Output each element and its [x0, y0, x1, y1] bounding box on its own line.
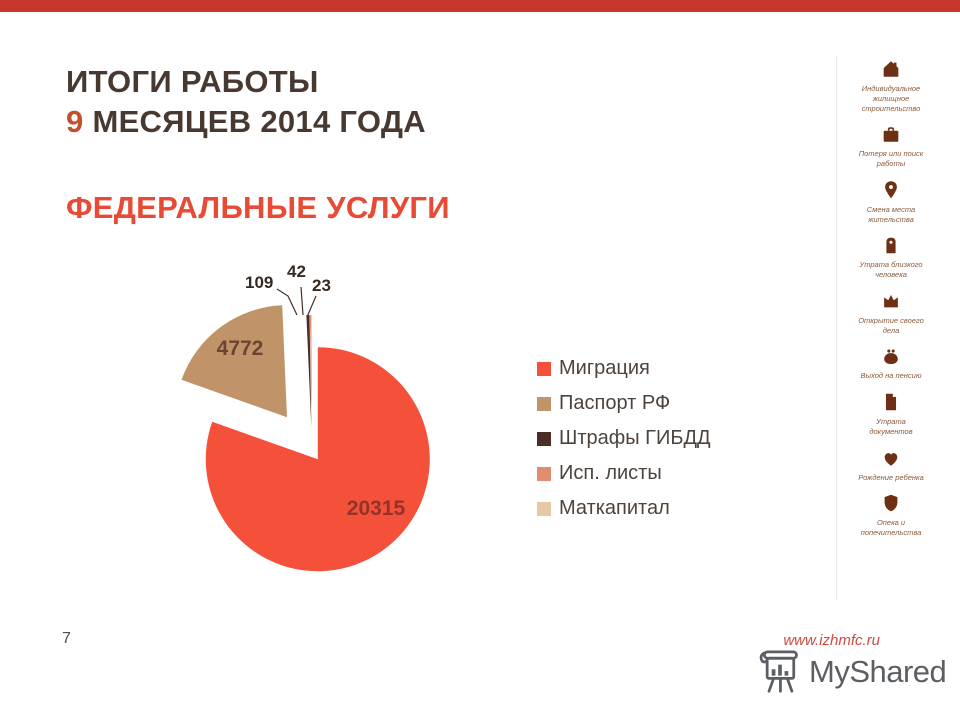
crown-icon [880, 290, 902, 312]
title-line2-text: МЕСЯЦЕВ 2014 ГОДА [83, 104, 426, 139]
slide-title-line2: 9 МЕСЯЦЕВ 2014 ГОДА [66, 102, 426, 142]
pie-slice-matkapital [311, 314, 312, 427]
pie-label-gibdd-fines: 109 [245, 273, 274, 292]
legend-item-gibdd-fines: Штрафы ГИБДД [537, 421, 711, 456]
pie-leader-line [300, 286, 304, 316]
legend-item-writs: Исп. листы [537, 456, 711, 491]
myshared-logo-text: MyShared [809, 654, 947, 689]
legend-label: Миграция [559, 357, 650, 379]
myshared-watermark: MyShared [758, 648, 947, 696]
sidebar-item-label: Рождение ребенка [858, 472, 924, 482]
legend-label: Маткапитал [559, 497, 670, 519]
sidebar-item: Рождение ребенка [854, 447, 928, 483]
sidebar-item: Потеря или поиск работы [854, 123, 928, 169]
sidebar-item: Выход на пенсию [854, 345, 928, 381]
sidebar-item-label: Опека и попечительства [860, 518, 922, 537]
legend-label: Исп. листы [559, 462, 662, 484]
pie-label-writs: 42 [287, 262, 306, 281]
sidebar-item-label: Индивидуальное жилищное строительство [861, 84, 921, 113]
document-icon [880, 391, 902, 413]
pie-slice-migration [205, 347, 430, 572]
legend-item-migration: Миграция [537, 351, 711, 386]
pie-leader-line [306, 295, 317, 318]
slide-title-line1: ИТОГИ РАБОТЫ [66, 64, 319, 99]
sidebar-item: Индивидуальное жилищное строительство [854, 58, 928, 113]
map-pin-icon [880, 179, 902, 201]
legend-label: Паспорт РФ [559, 392, 671, 414]
section-title: ФЕДЕРАЛЬНЫЕ УСЛУГИ [66, 190, 450, 225]
sidebar-item-label: Утрата близкого человека [859, 260, 923, 279]
top-accent-bar [0, 0, 960, 12]
heart-icon [880, 447, 902, 469]
title-block: ИТОГИ РАБОТЫ 9 МЕСЯЦЕВ 2014 ГОДА [66, 62, 426, 142]
legend-swatch [537, 396, 551, 411]
sidebar-item-label: Утрата документов [869, 417, 913, 436]
life-situations-sidebar: Индивидуальное жилищное строительство Пот… [830, 58, 952, 548]
briefcase-icon [880, 123, 902, 145]
sidebar-divider [836, 56, 837, 600]
shield-icon [880, 492, 902, 514]
sidebar-item: Открытие своего дела [854, 290, 928, 336]
sidebar-item: Утрата документов [854, 391, 928, 437]
memorial-icon [880, 234, 902, 256]
legend-swatch [537, 466, 551, 481]
pie-value-migration: 20315 [347, 497, 406, 520]
pie-slice-writs [309, 314, 312, 427]
legend-swatch [537, 431, 551, 446]
pie-label-matkapital: 23 [312, 276, 331, 295]
pie-value-passport-rf: 4772 [217, 337, 264, 360]
sidebar-item: Смена места жительства [854, 179, 928, 225]
sidebar-item-label: Потеря или поиск работы [858, 149, 924, 168]
legend-label: Штрафы ГИБДД [559, 427, 711, 449]
sidebar-item: Опека и попечительства [854, 492, 928, 538]
sidebar-item-label: Смена места жительства [866, 204, 916, 224]
page-number: 7 [62, 630, 71, 647]
chart-legend: Миграция Паспорт РФ Штрафы ГИБДД Исп. листы… [537, 351, 711, 526]
easel-chart-icon [759, 650, 798, 693]
legend-swatch [537, 501, 551, 516]
website-text: www.izhmfc.ru [783, 632, 880, 649]
legend-item-matkapital: Маткапитал [537, 491, 711, 526]
legend-swatch [537, 361, 551, 376]
sidebar-item-label: Выход на пенсию [860, 371, 922, 381]
pie-slice-gibdd-fines [306, 315, 312, 427]
pie-leader-line [276, 288, 298, 316]
pie-slice-passport-rf [181, 305, 287, 418]
sidebar-item: Утрата близкого человека [854, 234, 928, 280]
legend-item-passport-rf: Паспорт РФ [537, 386, 711, 421]
sidebar-item-label: Открытие своего дела [858, 315, 924, 335]
title-accent-number: 9 [66, 104, 84, 139]
pie-chart-canvas: 20315 4772 [181, 286, 430, 572]
house-icon [880, 58, 902, 80]
purse-icon [880, 345, 902, 367]
